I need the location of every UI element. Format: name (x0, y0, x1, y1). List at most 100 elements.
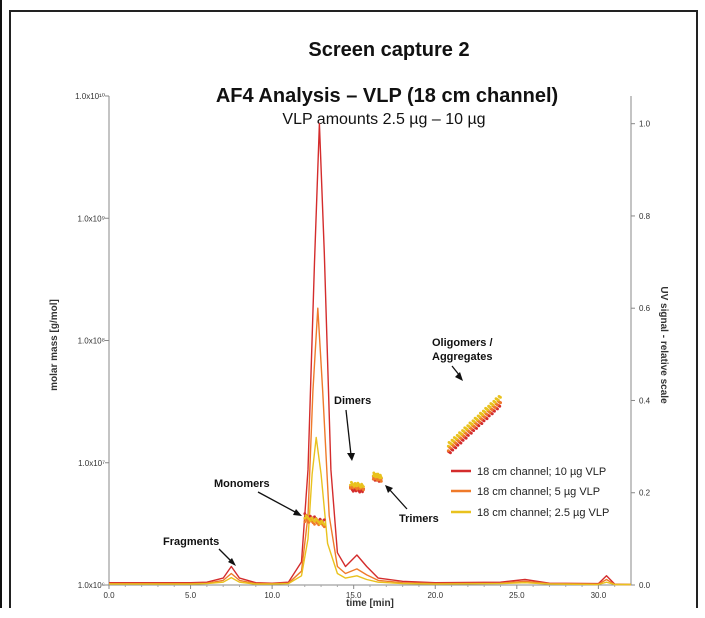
mass-point (464, 436, 468, 440)
y-tick-label: 1.0x10⁹ (78, 214, 105, 223)
mass-point (473, 420, 476, 424)
mass-point (446, 449, 450, 452)
mass-point (499, 396, 502, 399)
annotation-fragments: Fragments (163, 536, 219, 548)
mass-point (483, 415, 487, 419)
mass-point (362, 488, 365, 492)
legend-item-5ug: 18 cm channel; 5 µg VLP (451, 486, 600, 498)
y2-tick-label: 0.8 (639, 212, 651, 221)
mass-point (359, 485, 363, 489)
mass-point (485, 417, 489, 421)
mass-point (481, 413, 484, 417)
mass-point (476, 418, 479, 421)
y-tick-label: 1.0x10⁸ (78, 337, 105, 346)
mass-point (477, 424, 481, 428)
left-border (0, 0, 2, 618)
x-tick-label: 30.0 (591, 591, 607, 600)
legend-label-2-5ug: 18 cm channel; 2.5 µg VLP (477, 507, 609, 519)
mass-point (475, 422, 478, 426)
arrowhead-dimers (347, 453, 355, 461)
y2-tick-label: 0.6 (639, 304, 651, 313)
mass-point (349, 483, 352, 487)
mass-point (487, 414, 491, 418)
mass-point (358, 490, 362, 494)
mass-point (498, 404, 502, 408)
mass-point (446, 444, 450, 448)
legend-item-2-5ug: 18 cm channel; 2.5 µg VLP (451, 507, 609, 519)
mass-point (459, 441, 463, 445)
mass-point (454, 446, 458, 450)
x-tick-label: 20.0 (427, 591, 443, 600)
annotation-oligomers: Oligomers / Aggregates (432, 337, 496, 363)
annotation-dimers: Dimers (334, 395, 371, 407)
mass-point (496, 398, 500, 402)
mass-point (499, 401, 502, 405)
mass-point (449, 451, 452, 455)
x-tick-label: 25.0 (509, 591, 525, 600)
mass-point (462, 430, 466, 433)
mass-point (478, 415, 481, 419)
x-axis-label: time [min] (346, 598, 394, 609)
mass-point (459, 437, 463, 440)
mass-segment-trimers (371, 471, 383, 480)
mass-point (488, 411, 492, 414)
mass-segment-oligomers-aggregates (446, 399, 502, 452)
mass-point (380, 479, 383, 483)
bottom-strip (0, 608, 705, 618)
mass-point (461, 439, 465, 442)
chart-title: AF4 Analysis – VLP (18 cm channel) (216, 85, 558, 107)
mass-point (455, 437, 458, 441)
y2-axis-label: UV signal - relative scale (658, 286, 669, 404)
y-tick-label: 1.0x10¹⁰ (75, 92, 105, 101)
mass-point (303, 516, 307, 520)
mass-point (449, 442, 453, 446)
mass-point (491, 403, 495, 407)
mass-point (488, 405, 492, 409)
mass-point (380, 476, 383, 480)
uv-curves (109, 123, 632, 586)
arrow-trimers (388, 488, 408, 510)
x-tick-label: 0.0 (103, 591, 115, 600)
mass-point (465, 427, 469, 431)
x-tick-label: 15.0 (346, 591, 362, 600)
mass-point (470, 427, 473, 431)
mass-point (457, 435, 461, 438)
y2-tick-label: 1.0 (639, 120, 651, 129)
y-tick-label: 1.0x10⁶ (78, 581, 105, 590)
mass-segment-dimers (349, 480, 365, 489)
mass-point (467, 430, 471, 433)
annotation-layer: Fragments Monomers Dimers Trimers Oligom… (163, 337, 496, 566)
mass-point (493, 400, 497, 404)
y2-tick-label: 0.4 (639, 396, 651, 405)
mass-point (313, 519, 316, 523)
chart-subtitle: VLP amounts 2.5 µg – 10 µg (282, 111, 485, 128)
arrow-monomers (257, 491, 298, 514)
mass-point (452, 439, 455, 443)
arrowhead-oligomers (455, 372, 463, 381)
mass-point (486, 408, 490, 412)
mass-point (478, 420, 481, 424)
mass-point (493, 406, 497, 409)
mass-point (483, 410, 487, 414)
mass-point (485, 413, 489, 416)
mass-point (467, 425, 471, 428)
annotation-trimers: Trimers (399, 513, 439, 525)
x-tick-label: 5.0 (185, 591, 197, 600)
mass-point (322, 518, 326, 522)
x-tick-label: 10.0 (264, 591, 280, 600)
mass-point (462, 434, 466, 438)
mass-point (473, 425, 476, 429)
mass-point (352, 484, 356, 488)
mass-point (493, 409, 496, 413)
mass-point (496, 403, 499, 407)
mass-point (475, 427, 478, 430)
mass-point (322, 523, 326, 526)
mass-point (322, 525, 326, 529)
mass-point (470, 431, 473, 435)
mass-point (496, 407, 499, 411)
annotation-monomers: Monomers (214, 478, 270, 490)
uv-curve-series-1 (109, 307, 631, 586)
legend-label-5ug: 18 cm channel; 5 µg VLP (477, 486, 600, 498)
